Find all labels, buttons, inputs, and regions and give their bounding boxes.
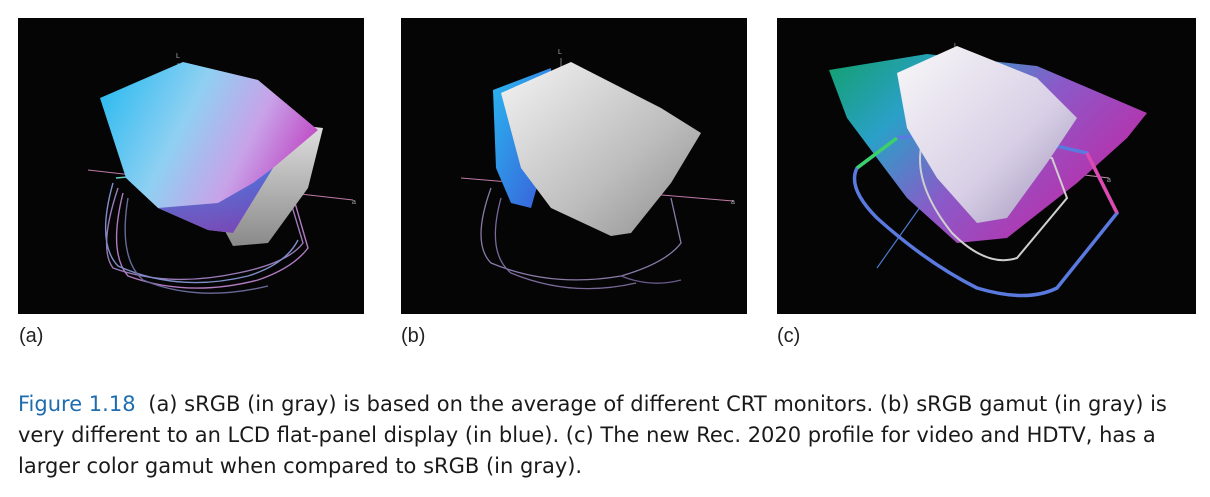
gray-gamut-solid	[897, 46, 1077, 223]
gamut-plot-c: L a	[829, 43, 1147, 298]
figure-number: Figure 1.18	[18, 392, 136, 416]
axis-a-label: a	[1107, 177, 1111, 184]
gamut-plot-a: L a	[87, 53, 356, 294]
axis-l-label: L	[558, 49, 562, 56]
gamut-outline-curves	[852, 126, 1120, 298]
gamut-figure-b: L a	[401, 18, 747, 314]
gray-gamut-solid	[501, 62, 701, 236]
panel-label-a: (a)	[19, 325, 44, 347]
figure-caption: Figure 1.18 (a) sRGB (in gray) is based …	[18, 389, 1198, 482]
gamut-figure-a: L a	[18, 18, 364, 314]
gamut-outline-curves	[480, 187, 682, 290]
axis-l-label: L	[176, 53, 180, 60]
axis-a-label: a	[731, 199, 735, 206]
panel-label-b: (b)	[401, 325, 426, 347]
caption-text: (a) sRGB (in gray) is based on the avera…	[18, 392, 1167, 478]
gamut-outline-curves	[104, 175, 309, 294]
colored-gamut-solid	[100, 62, 318, 233]
axis-a-label: a	[352, 199, 356, 206]
gamut-plot-b: L a	[460, 49, 735, 290]
gamut-figure-c: L a	[777, 18, 1196, 314]
panel-label-c: (c)	[777, 325, 801, 347]
